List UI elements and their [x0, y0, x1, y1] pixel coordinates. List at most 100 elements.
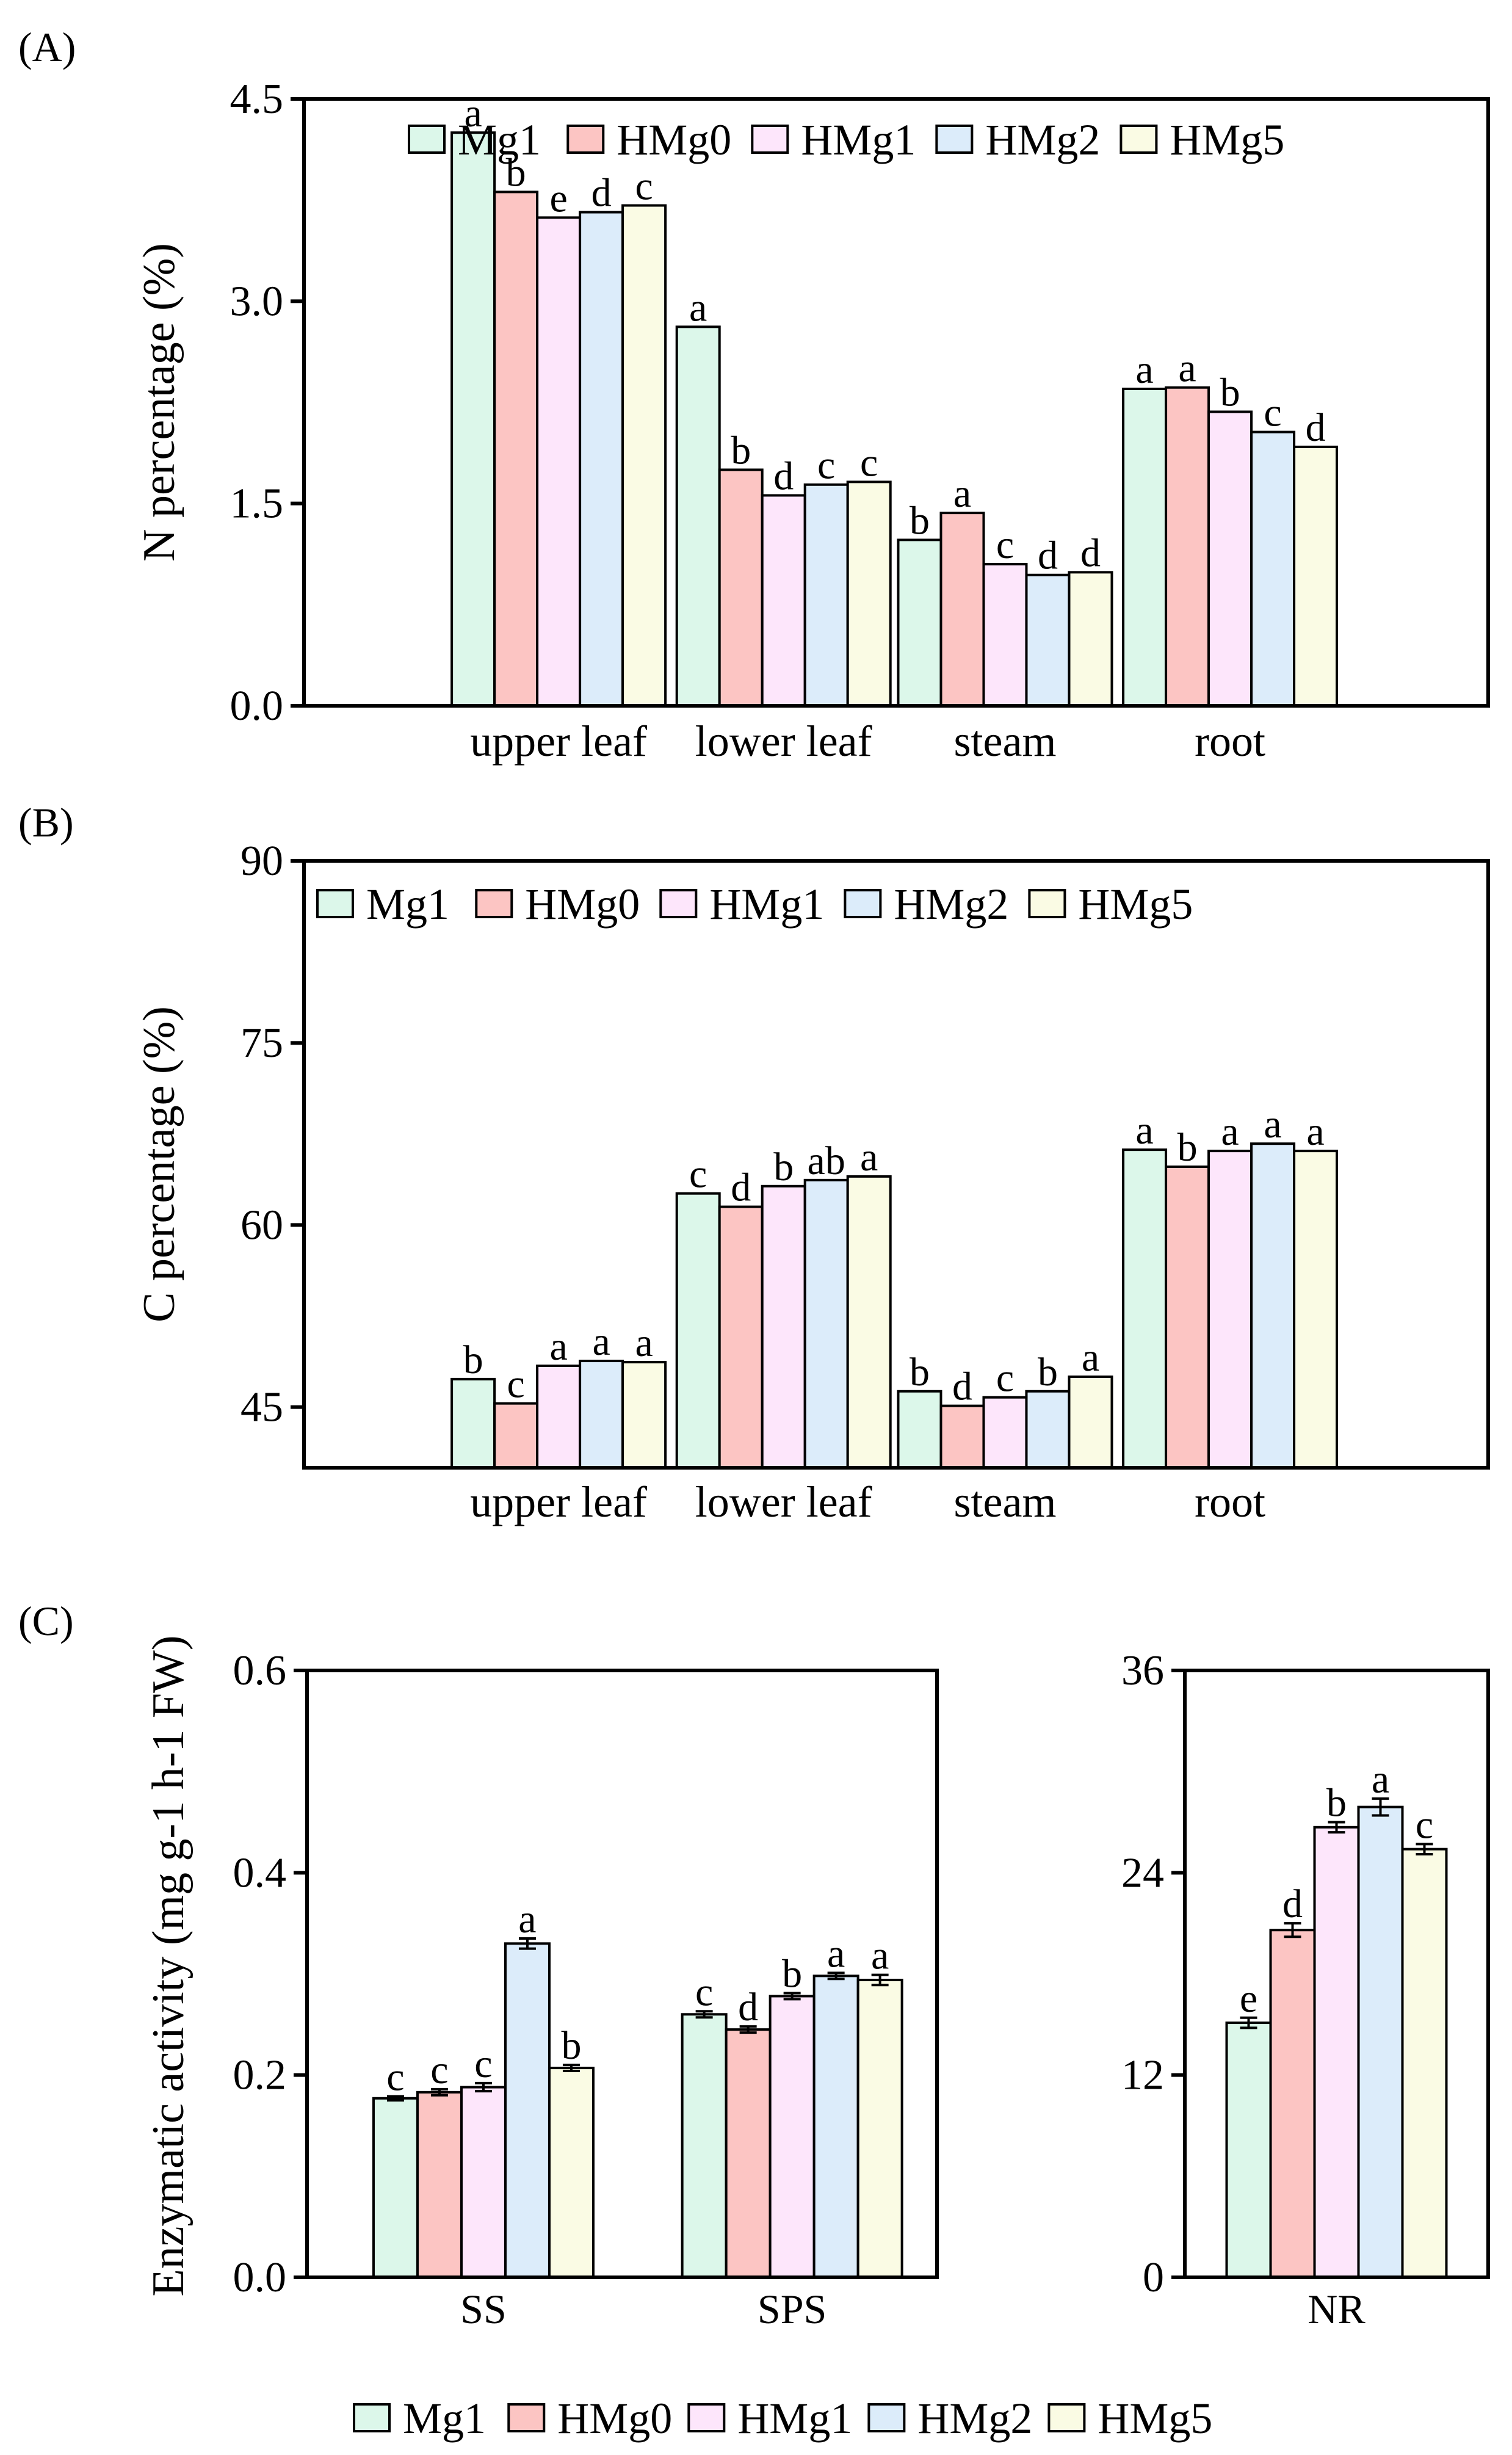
bar-Mg1-steam [897, 1390, 942, 1470]
x-category-label: steam [954, 1478, 1057, 1526]
significance-letter: b [1038, 1350, 1058, 1394]
bar-Mg1-upper-leaf [450, 1377, 496, 1469]
legend: Mg1 HMg0 HMg1 HMg2 HMg5 [316, 880, 1193, 929]
bar-HMg1-SPS [769, 1995, 816, 2279]
bar-HMg1-lower-leaf [761, 494, 806, 707]
y-axis-label: N percentage (%) [134, 243, 184, 562]
significance-letter: a [871, 1934, 889, 1978]
x-category-label: NR [1308, 2286, 1366, 2332]
legend-label-Mg1: Mg1 [366, 880, 449, 929]
significance-letter: d [1282, 1882, 1303, 1926]
significance-letter: c [1416, 1802, 1433, 1847]
significance-letter: c [507, 1362, 524, 1407]
bar-HMg0-steam [939, 512, 985, 708]
legend-label-HMg1: HMg1 [737, 2394, 852, 2443]
significance-letter: b [731, 428, 751, 473]
legend-swatch-HMg0 [475, 889, 513, 918]
bar-HMg1-upper-leaf [536, 1365, 582, 1470]
bar-HMg0-NR [1269, 1929, 1316, 2279]
legend-swatch-Mg1 [316, 889, 354, 918]
significance-letter: b [561, 2023, 581, 2068]
bar-HMg0-upper-leaf [493, 190, 539, 707]
bar-HMg2-root [1250, 430, 1296, 708]
legend-label-HMg0: HMg0 [525, 880, 640, 929]
panel-label: (B) [18, 799, 74, 846]
y-tick-label: 45 [241, 1384, 283, 1431]
bar-HMg1-root [1207, 410, 1253, 707]
significance-letter: a [518, 1897, 536, 1942]
x-category-label: upper leaf [470, 1478, 647, 1526]
bar-HMg5-root [1293, 445, 1339, 707]
significance-letter: a [1264, 1102, 1281, 1147]
legend-label-HMg2: HMg2 [917, 2394, 1032, 2443]
bar-HMg0-lower-leaf [718, 1205, 764, 1469]
chart-panel-C2: 0 12 24 36 e d bac NR [1121, 1647, 1490, 2332]
significance-letter: ab [808, 1139, 845, 1183]
bar-Mg1-root [1122, 1148, 1168, 1470]
y-tick-label: 1.5 [230, 480, 284, 528]
y-tick-label: 0 [1143, 2254, 1164, 2301]
bar-HMg2-NR [1357, 1805, 1404, 2279]
bar-HMg2-lower-leaf [803, 1178, 849, 1469]
x-category-label: lower leaf [695, 717, 872, 766]
bar-Mg1-lower-leaf [675, 1192, 721, 1470]
y-tick-label: 12 [1121, 2052, 1164, 2099]
significance-letter: c [430, 2048, 448, 2092]
y-tick-label: 0.4 [233, 1849, 287, 1896]
legend-swatch-HMg5 [1047, 2403, 1086, 2432]
y-tick-label: 0.0 [230, 683, 284, 730]
significance-letter: d [773, 454, 794, 498]
chart-panel-C1: (C) 0.0 0.2 0.4 0.6 Enzymatic activity (mg g-… [18, 1598, 939, 2332]
legend-label-HMg5: HMg5 [1170, 115, 1284, 164]
bar-HMg0-steam [939, 1404, 985, 1470]
bar-HMg2-lower-leaf [803, 483, 849, 708]
significance-letter: a [1372, 1757, 1389, 1802]
bar-HMg5-upper-leaf [621, 1361, 667, 1469]
y-tick-label: 3.0 [230, 278, 284, 325]
bar-HMg0-upper-leaf [493, 1402, 539, 1469]
significance-letter: d [1038, 534, 1058, 578]
legend-bottom: Mg1 HMg0 HMg1 HMg2 HMg5 [353, 2394, 1212, 2443]
significance-letter: a [860, 1135, 878, 1180]
significance-letter: d [1080, 531, 1101, 575]
significance-letter: b [773, 1145, 794, 1189]
y-tick-label: 0.0 [233, 2254, 287, 2301]
bar-HMg1-upper-leaf [536, 216, 582, 708]
bar-HMg2-SS [504, 1942, 551, 2279]
legend-label-HMg0: HMg0 [617, 115, 731, 164]
legend-swatch-HMg2 [935, 125, 974, 154]
bar-Mg1-lower-leaf [675, 325, 721, 707]
legend-swatch-Mg1 [408, 125, 446, 154]
significance-letter: c [817, 443, 835, 488]
significance-letter: a [1135, 1108, 1153, 1153]
significance-letter: b [1220, 370, 1240, 415]
significance-letter: b [463, 1338, 483, 1382]
legend-swatch-HMg2 [867, 2403, 906, 2432]
bar-HMg1-NR [1313, 1826, 1360, 2279]
y-tick-label: 0.6 [233, 1647, 287, 1694]
legend-label-HMg2: HMg2 [894, 880, 1008, 929]
legend-label-Mg1: Mg1 [458, 115, 541, 164]
plot-frame [302, 97, 1490, 708]
bar-HMg1-steam [982, 563, 1028, 707]
bar-HMg2-upper-leaf [579, 1360, 624, 1469]
bar-HMg5-steam [1068, 571, 1113, 707]
significance-letter: c [635, 164, 653, 209]
significance-letter: b [506, 150, 526, 195]
bar-HMg2-upper-leaf [579, 211, 624, 707]
legend-label-HMg1: HMg1 [709, 880, 824, 929]
significance-letter: a [1135, 347, 1153, 392]
significance-letter: d [952, 1365, 972, 1409]
significance-letter: d [1306, 405, 1326, 450]
y-tick-label: 90 [241, 838, 283, 885]
legend-label-HMg5: HMg5 [1078, 880, 1193, 929]
legend-swatch-HMg0 [566, 125, 605, 154]
significance-letter: d [591, 171, 612, 216]
y-axis-label: Enzymatic activity (mg g-1 h-1 FW) [143, 1636, 194, 2297]
legend-swatch-HMg5 [1120, 125, 1158, 154]
bar-HMg5-upper-leaf [621, 204, 667, 708]
y-axis-label: C percentage (%) [134, 1006, 184, 1322]
bar-HMg1-root [1207, 1150, 1253, 1469]
y-tick-label: 0.2 [233, 2052, 287, 2099]
